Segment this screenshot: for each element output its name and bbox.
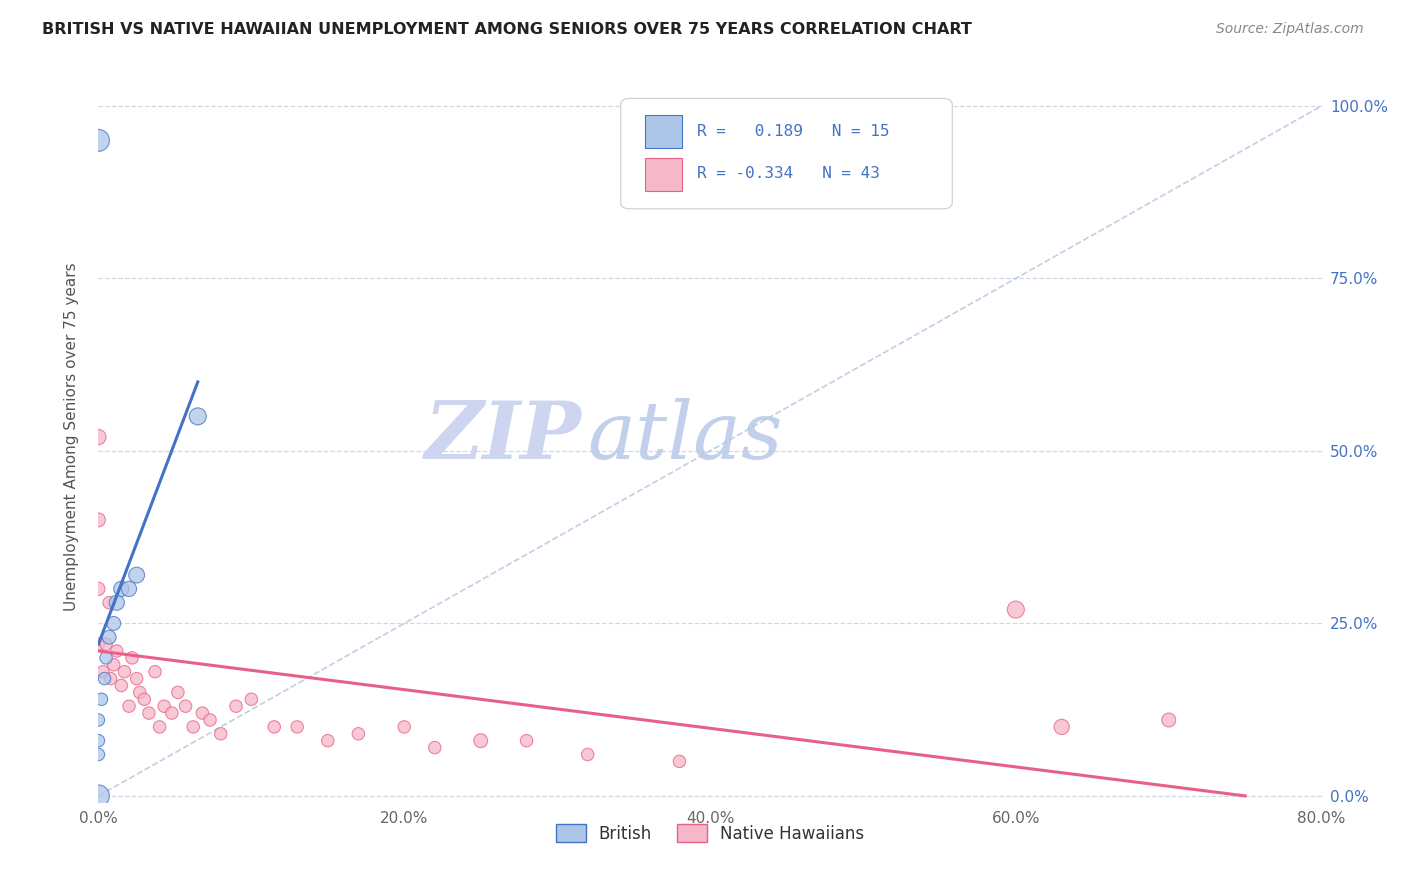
Point (103, 616, 125, 631)
Point (125, 568, 148, 582)
Text: ZIP: ZIP (425, 399, 582, 475)
Point (160, 706, 183, 720)
Point (87, 789, 110, 803)
Point (149, 720, 172, 734)
Point (174, 699, 197, 714)
Point (118, 582, 141, 596)
Point (87, 133, 110, 147)
Point (87, 430, 110, 444)
Point (134, 692, 156, 706)
Point (87, 713, 110, 727)
Text: atlas: atlas (588, 399, 783, 475)
Point (240, 692, 263, 706)
Point (143, 665, 166, 679)
Point (98, 630, 121, 644)
Point (128, 685, 150, 699)
Point (392, 720, 416, 734)
Point (576, 747, 599, 762)
Point (347, 727, 370, 741)
FancyBboxPatch shape (645, 158, 682, 191)
Point (105, 644, 128, 658)
Point (87, 733, 110, 747)
Text: R =   0.189   N = 15: R = 0.189 N = 15 (696, 124, 889, 139)
Point (94, 651, 117, 665)
Point (100, 672, 122, 686)
Point (110, 582, 132, 596)
Text: Source: ZipAtlas.com: Source: ZipAtlas.com (1216, 22, 1364, 37)
Point (263, 720, 285, 734)
Point (91, 665, 114, 679)
Point (125, 672, 148, 686)
Point (1050, 720, 1073, 734)
Point (470, 733, 492, 747)
Point (516, 733, 538, 747)
Point (105, 596, 128, 610)
Point (668, 755, 690, 769)
Point (90, 692, 112, 706)
Point (191, 706, 214, 720)
Point (112, 665, 135, 679)
Point (93, 672, 115, 686)
Point (87, 513, 110, 527)
Point (110, 678, 132, 692)
Point (167, 685, 190, 699)
Point (198, 713, 221, 727)
Point (187, 409, 209, 424)
Point (1004, 602, 1026, 616)
FancyBboxPatch shape (645, 115, 682, 148)
Text: BRITISH VS NATIVE HAWAIIAN UNEMPLOYMENT AMONG SENIORS OVER 75 YEARS CORRELATION : BRITISH VS NATIVE HAWAIIAN UNEMPLOYMENT … (42, 22, 972, 37)
Point (94, 637, 117, 651)
Y-axis label: Unemployment Among Seniors over 75 years: Unemployment Among Seniors over 75 years (65, 263, 79, 611)
FancyBboxPatch shape (620, 98, 952, 209)
Legend: British, Native Hawaiians: British, Native Hawaiians (548, 818, 872, 849)
Point (118, 699, 141, 714)
Point (209, 727, 232, 741)
Point (181, 720, 204, 734)
Point (87, 747, 110, 762)
Point (153, 699, 176, 714)
Point (98, 596, 121, 610)
Point (225, 699, 247, 714)
Point (316, 733, 339, 747)
Point (87, 637, 110, 651)
Point (87, 582, 110, 596)
Point (1157, 713, 1180, 727)
Point (103, 657, 125, 672)
Text: R = -0.334   N = 43: R = -0.334 N = 43 (696, 166, 879, 181)
Point (285, 720, 308, 734)
Point (138, 706, 160, 720)
Point (121, 651, 143, 665)
Point (423, 740, 446, 755)
